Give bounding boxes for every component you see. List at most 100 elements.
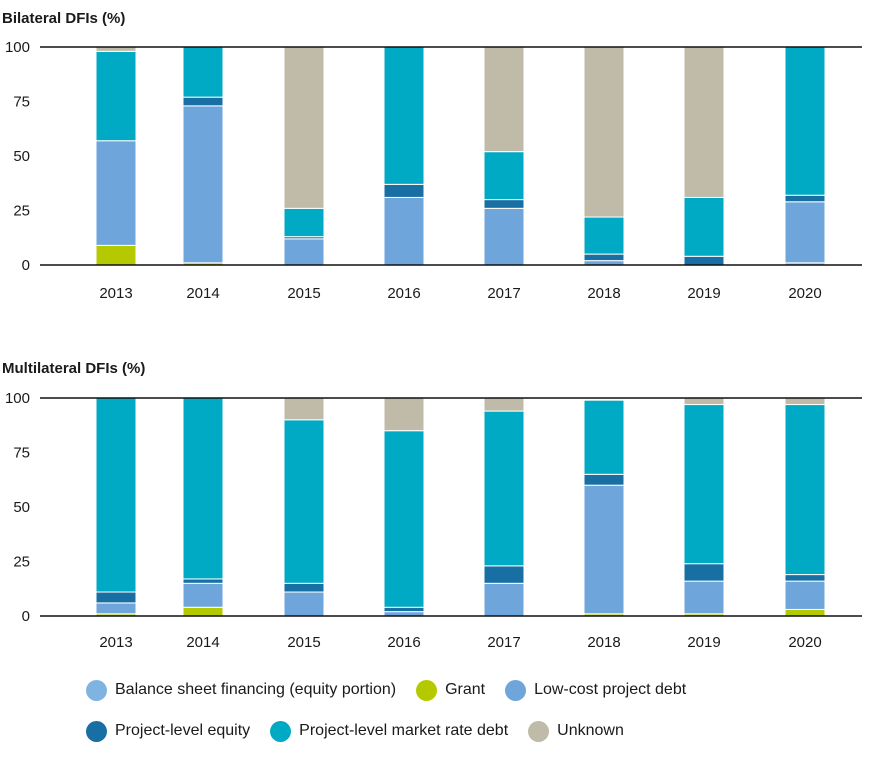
legend-row: Balance sheet financing (equity portion)…: [86, 679, 846, 701]
bar-segment: [95, 602, 137, 615]
bar-segment: [383, 397, 425, 432]
legend-circle-icon: [86, 679, 107, 701]
x-tick-label: 2018: [587, 634, 620, 651]
bar-segment: [182, 96, 224, 107]
x-tick-label: 2015: [287, 634, 320, 651]
legend-row: Project-level equity Project-level marke…: [86, 720, 846, 742]
bar-segment: [784, 404, 826, 576]
bar-segment: [483, 199, 525, 209]
legend-circle-icon: [528, 720, 550, 742]
bar-segment: [95, 140, 137, 246]
bar-segment: [784, 608, 826, 617]
legend-item-project-level-equity: Project-level equity: [86, 720, 251, 742]
bar-segment: [784, 574, 826, 582]
bar-segment: [383, 606, 425, 613]
bar-segment: [483, 46, 525, 153]
bar-segment: [784, 194, 826, 203]
bar-segment: [683, 196, 725, 257]
bar-segment: [95, 50, 137, 142]
bar-segment: [683, 580, 725, 615]
bar-segment: [683, 397, 725, 406]
x-tick-label: 2013: [99, 285, 132, 302]
legend-label: Project-level equity: [115, 722, 251, 739]
legend-item-unknown: Unknown: [528, 720, 624, 742]
bar-segment: [483, 397, 525, 412]
x-tick-label: 2014: [186, 634, 219, 651]
bar-segment: [583, 484, 625, 615]
y-tick-label: 50: [13, 148, 30, 165]
y-tick-label: 75: [13, 445, 30, 462]
bar-segment: [182, 578, 224, 584]
x-tick-label: 2017: [487, 634, 520, 651]
x-tick-label: 2019: [687, 285, 720, 302]
legend-circle-icon: [505, 679, 527, 701]
x-tick-label: 2017: [487, 285, 520, 302]
x-tick-label: 2020: [788, 285, 821, 302]
legend-circle-icon: [416, 679, 438, 701]
bar-segment: [283, 591, 325, 617]
bar-segment: [483, 582, 525, 617]
y-tick-label: 100: [5, 39, 30, 56]
bar-segment: [583, 46, 625, 218]
stacked-bar-charts: Bilateral DFIs (%) 0 25 50 75 100 2013 2014 2015…: [2, 10, 862, 651]
x-tick-label: 2013: [99, 634, 132, 651]
legend-item-project-level-market-rate-debt: Project-level market rate debt: [270, 720, 509, 742]
bar-segment: [182, 606, 224, 617]
y-tick-label: 25: [13, 203, 30, 220]
bar-segment: [182, 105, 224, 264]
bar-segment: [784, 201, 826, 264]
bar-segment: [784, 580, 826, 610]
bar-segment: [683, 404, 725, 565]
bar-segment: [283, 238, 325, 266]
bar-segment: [182, 582, 224, 608]
bar-segment: [283, 46, 325, 209]
bar-segment: [483, 410, 525, 567]
y-tick-label: 0: [22, 608, 30, 625]
bar-segment: [784, 397, 826, 406]
legend-item-grant: Grant: [416, 679, 486, 701]
legend-label: Grant: [445, 681, 486, 698]
x-tick-label: 2020: [788, 634, 821, 651]
legend-item-balance-sheet-financing: Balance sheet financing (equity portion): [86, 679, 396, 701]
panel-title: Bilateral DFIs (%): [2, 10, 125, 27]
bar-segment: [583, 253, 625, 262]
legend-circle-icon: [86, 720, 107, 742]
bar-segment: [95, 244, 137, 266]
bar-segment: [283, 419, 325, 584]
bar-segment: [583, 473, 625, 486]
panel-title: Multilateral DFIs (%): [2, 360, 145, 377]
y-tick-label: 50: [13, 499, 30, 516]
legend-item-low-cost-project-debt: Low-cost project debt: [505, 679, 687, 701]
y-tick-label: 100: [5, 390, 30, 407]
bar-segment: [383, 430, 425, 608]
y-tick-label: 75: [13, 94, 30, 111]
legend-label: Low-cost project debt: [534, 681, 687, 698]
legend: Balance sheet financing (equity portion)…: [86, 679, 846, 762]
bar-segment: [483, 207, 525, 266]
bar-segment: [383, 196, 425, 266]
x-tick-label: 2019: [687, 634, 720, 651]
bar-segment: [283, 397, 325, 421]
bar-segment: [683, 46, 725, 198]
bar-segment: [182, 397, 224, 580]
x-tick-label: 2015: [287, 285, 320, 302]
legend-circle-icon: [270, 720, 292, 742]
y-tick-label: 25: [13, 554, 30, 571]
bar-segment: [784, 46, 826, 196]
x-tick-label: 2016: [387, 634, 420, 651]
legend-label: Project-level market rate debt: [299, 722, 509, 739]
bar-segment: [583, 216, 625, 255]
x-tick-label: 2016: [387, 285, 420, 302]
x-tick-label: 2014: [186, 285, 219, 302]
bar-segment: [583, 399, 625, 475]
legend-label: Unknown: [557, 722, 624, 739]
bar-segment: [683, 255, 725, 266]
bar-segment: [483, 565, 525, 584]
bar-segment: [95, 591, 137, 604]
bar-segment: [683, 563, 725, 582]
bar-segment: [383, 183, 425, 198]
bar-segment: [483, 151, 525, 201]
bar-segment: [95, 397, 137, 593]
y-tick-label: 0: [22, 257, 30, 274]
